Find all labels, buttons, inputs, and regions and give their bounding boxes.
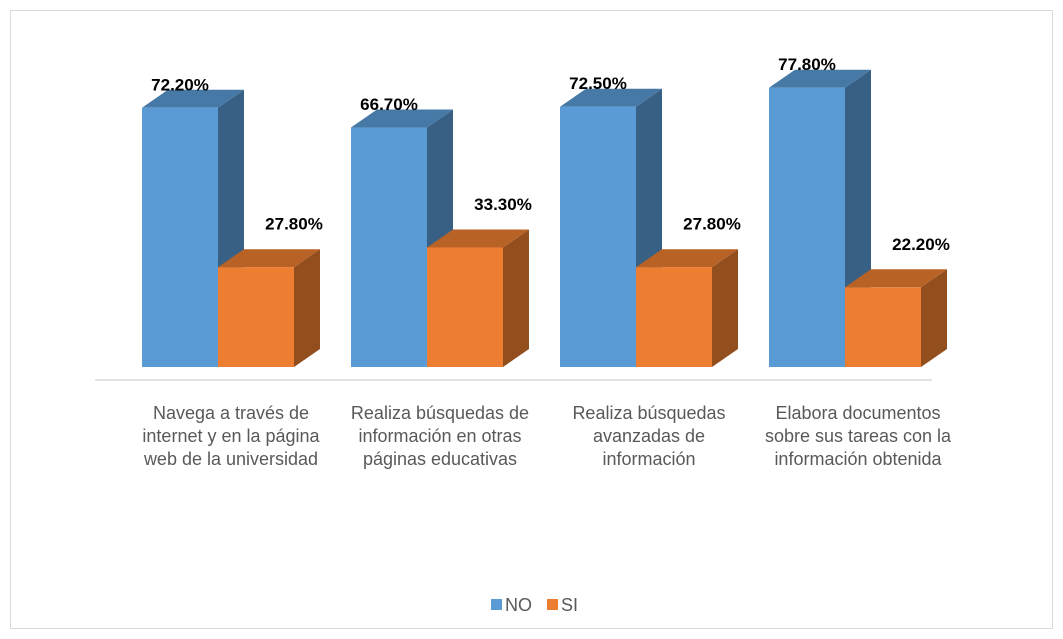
legend-swatch bbox=[547, 599, 558, 610]
bar-side bbox=[921, 269, 947, 367]
bar-top bbox=[560, 88, 662, 107]
bar-side bbox=[503, 229, 529, 367]
data-label: 22.20% bbox=[892, 235, 950, 254]
bar bbox=[769, 87, 845, 367]
bar-top bbox=[769, 69, 871, 88]
bar bbox=[845, 287, 921, 367]
data-label: 27.80% bbox=[683, 215, 741, 234]
legend-swatch bbox=[491, 599, 502, 610]
bar-top bbox=[636, 249, 738, 268]
x-tick-label: Navega a través de internet y en la pági… bbox=[142, 403, 320, 469]
bar bbox=[218, 267, 294, 367]
data-label: 72.20% bbox=[151, 75, 209, 94]
bar-top bbox=[427, 229, 529, 248]
x-tick-label: Elabora documentos sobre sus tareas con … bbox=[764, 403, 952, 469]
x-tick-label: Realiza búsquedas avanzadas de informaci… bbox=[572, 403, 726, 469]
legend-label: SI bbox=[561, 595, 579, 615]
bar bbox=[427, 247, 503, 367]
bar-top bbox=[845, 269, 947, 288]
bar bbox=[351, 127, 427, 367]
bar-side bbox=[712, 249, 738, 367]
data-label: 33.30% bbox=[474, 195, 532, 214]
data-label: 66.70% bbox=[360, 95, 418, 114]
bar bbox=[560, 106, 636, 367]
bar bbox=[142, 107, 218, 367]
bar-top bbox=[218, 249, 320, 268]
bar-top bbox=[351, 109, 453, 128]
legend-label: NO bbox=[505, 595, 532, 615]
x-tick-label: Realiza búsquedas de información en otra… bbox=[350, 403, 530, 469]
data-label: 77.80% bbox=[778, 55, 836, 74]
data-label: 27.80% bbox=[265, 215, 323, 234]
bar-side bbox=[294, 249, 320, 367]
bar bbox=[636, 267, 712, 367]
bar-top bbox=[142, 89, 244, 108]
data-label: 72.50% bbox=[569, 74, 627, 93]
